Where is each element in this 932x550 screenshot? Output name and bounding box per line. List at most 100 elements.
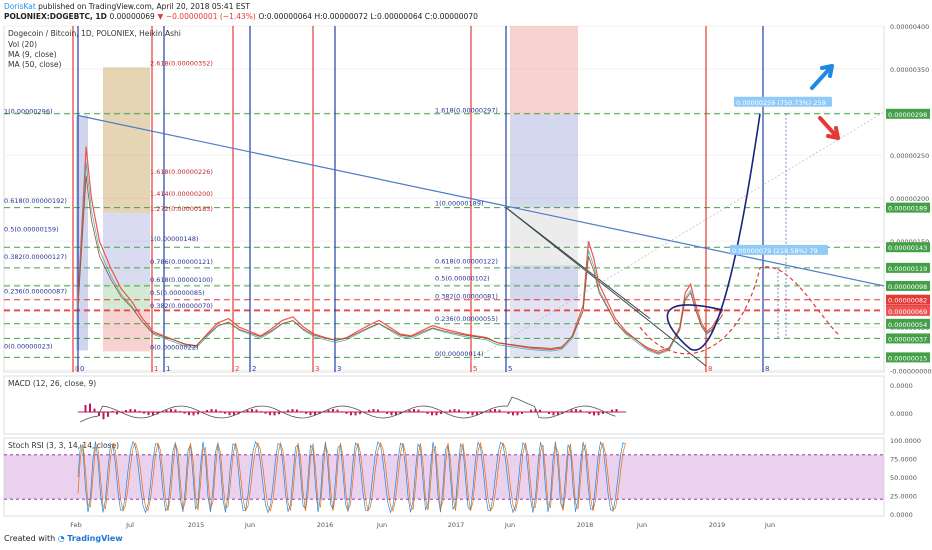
macd-bar — [440, 412, 442, 415]
macd-bar — [309, 412, 312, 416]
macd-bar — [111, 411, 114, 413]
macd-bar — [431, 412, 433, 416]
fib-label: 1.618(0.00000297) — [435, 107, 498, 115]
macd-bar — [354, 412, 357, 416]
chart-header: DorisKat published on TradingView.com, A… — [0, 0, 932, 22]
macd-bar — [557, 412, 559, 416]
macd-bar — [525, 411, 528, 413]
price-badge — [886, 108, 930, 119]
macd-bar — [489, 409, 492, 413]
macd-bar — [242, 411, 244, 413]
tradingview-logo-icon: ◔ — [57, 534, 65, 543]
fib-zone — [103, 67, 150, 213]
wave-number: 5 — [508, 365, 512, 373]
price-badge-label: 0.00000015 — [888, 354, 927, 362]
macd-bar — [246, 409, 249, 413]
rsi-tick: 25.0000 — [890, 493, 917, 501]
price-badge — [886, 318, 930, 329]
fib-label: 0.5(0.00000102) — [435, 274, 490, 282]
macd-bar — [134, 409, 136, 413]
macd-bar — [503, 411, 505, 413]
x-tick-label: Jun — [376, 521, 387, 529]
macd-bar — [138, 411, 141, 413]
stoch-d-line — [77, 441, 626, 512]
macd-bar — [179, 411, 181, 413]
price-series — [77, 146, 724, 355]
macd-bar — [255, 409, 258, 413]
fib-label: 0(0.00000014) — [435, 350, 484, 358]
macd-bar — [197, 412, 199, 415]
macd-bar — [233, 412, 235, 416]
annotation-label: 0.00000259 (750.73%) 259 — [736, 99, 826, 107]
symbol[interactable]: POLONIEX:DOGEBTC, 1D — [4, 12, 107, 21]
macd-bar — [417, 409, 420, 413]
macd-bar — [413, 409, 415, 413]
macd-bar — [273, 412, 276, 416]
macd-tick: 0.0000 — [890, 382, 913, 390]
time-axis[interactable]: Feb Jul 2015 Jun 2016 Jun 2017 Jun 2018 Jun 2019 Ju… — [70, 521, 775, 529]
x-tick-label: 2015 — [188, 521, 205, 529]
macd-bar — [539, 409, 541, 413]
down-arrow-icon: ▼ — [157, 12, 164, 21]
macd-bar — [566, 411, 568, 413]
price-badge — [886, 305, 930, 316]
price-badge — [886, 333, 930, 344]
up-arrow-icon — [810, 64, 834, 90]
wave-number: 8 — [708, 365, 712, 373]
annotation-box — [730, 244, 828, 255]
price-badge-label: 0.00000069 — [888, 308, 927, 316]
macd-bar — [615, 409, 618, 413]
projection-paths — [639, 64, 841, 355]
macd-bar — [476, 412, 478, 416]
price-badge-label: 0.00000189 — [888, 205, 927, 213]
macd-bar — [575, 409, 577, 413]
macd-bar — [408, 409, 411, 413]
macd-bar — [521, 412, 523, 414]
ohlc-values: O:0.00000064 H:0.00000072 L:0.00000064 C… — [258, 12, 478, 21]
legend-ma9: MA (9, close) — [8, 50, 57, 59]
wave-number: 0 — [75, 365, 79, 373]
legend-vol: Vol (20) — [8, 40, 37, 49]
x-tick-label: Jun — [244, 521, 255, 529]
price-badge — [886, 352, 930, 363]
x-tick-label: Feb — [70, 521, 82, 529]
macd-bar — [188, 412, 190, 416]
macd-bar — [449, 409, 451, 413]
macd-bar — [282, 411, 285, 413]
rsi-tick: 0.0000 — [890, 511, 913, 519]
fib-label: 1.618(0.00000226) — [150, 168, 213, 176]
macd-bar — [453, 409, 456, 413]
tradingview-brand[interactable]: TradingView — [67, 534, 123, 543]
price-line — [77, 146, 724, 354]
price-badges: 0.00000298 0.00000189 0.00000143 0.00000119… — [886, 108, 930, 363]
fib-label: 1(0.00000148) — [150, 235, 199, 243]
macd-bar — [584, 411, 586, 413]
macd-bar — [404, 411, 406, 413]
trend-line — [505, 207, 707, 367]
macd-label: MACD (12, 26, close, 9) — [8, 379, 96, 388]
macd-bar — [143, 412, 145, 414]
price-badge-label: 0.00000082 — [888, 297, 927, 305]
macd-bar — [570, 409, 573, 413]
macd-bar — [219, 411, 222, 413]
author-link[interactable]: DorisKat — [4, 2, 36, 11]
fib-label: 0.382(0.00000070) — [150, 302, 213, 310]
fib-label: 0.236(0.00000055) — [435, 315, 498, 323]
macd-bar — [494, 409, 496, 413]
legend-ma50: MA (50, close) — [8, 60, 62, 69]
wave-number: 1 — [154, 365, 158, 373]
price-badge — [886, 280, 930, 291]
macd-bar — [552, 412, 555, 416]
trend-line — [505, 207, 651, 320]
macd-bar — [386, 412, 388, 414]
wave-number: 1 — [166, 365, 170, 373]
macd-bar — [377, 409, 379, 413]
fib-label: 1.414(0.00000200) — [150, 190, 213, 198]
down-arrow-icon — [818, 116, 840, 140]
macd-bar — [588, 412, 591, 415]
price-badge-label: 0.00000098 — [888, 283, 927, 291]
macd-bar — [336, 409, 339, 413]
trend-line — [77, 114, 885, 287]
